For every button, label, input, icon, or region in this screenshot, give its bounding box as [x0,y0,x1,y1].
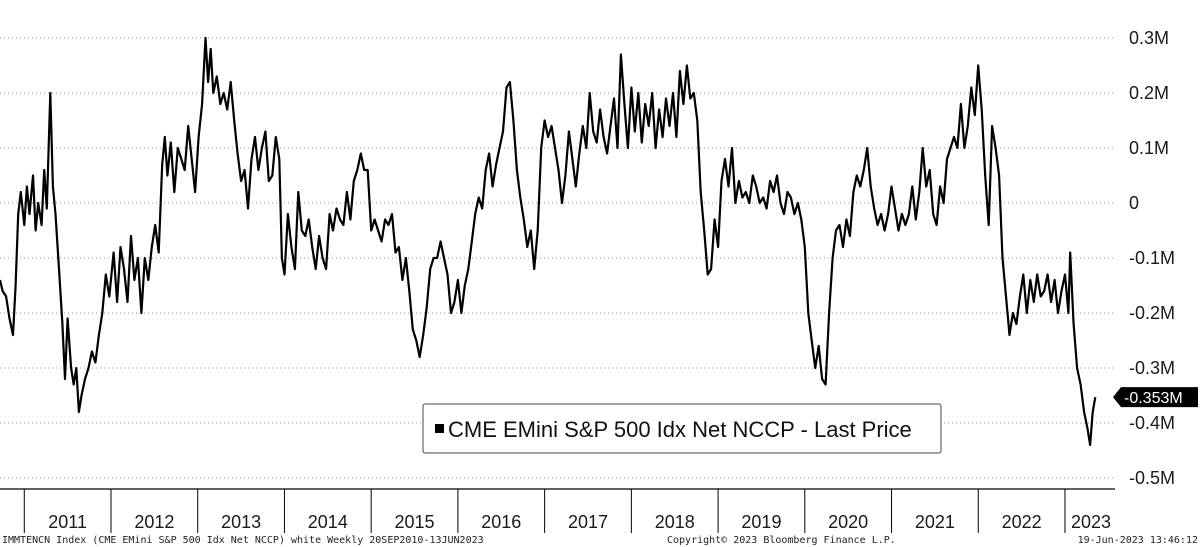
footer-right: 19-Jun-2023 13:46:12 [1078,535,1198,546]
y-tick-label: -0.3M [1129,358,1175,378]
legend: CME EMini S&P 500 Idx Net NCCP - Last Pr… [422,403,942,454]
x-tick-label: 2011 [48,512,87,532]
last-value-label: -0.353M [1124,390,1183,407]
x-tick-label: 2017 [568,512,608,532]
x-tick-label: 2023 [1071,512,1111,532]
x-tick-label: 2016 [481,512,521,532]
y-ticks: 0.3M 0.2M 0.1M 0 -0.1M -0.2M -0.3M -0.4M -0.5M [1129,28,1175,488]
x-tick-label: 2021 [915,512,955,532]
y-tick-label: -0.1M [1129,248,1175,268]
x-tick-label: 2020 [828,512,868,532]
y-tick-label: -0.4M [1129,413,1175,433]
y-tick-label: -0.2M [1129,303,1175,323]
last-value-badge [1113,387,1198,408]
y-tick-label: 0.1M [1129,138,1169,158]
year-boundaries [23,489,1066,533]
legend-box [422,403,942,454]
x-tick-label: 2018 [655,512,695,532]
x-tick-label: 2015 [395,512,435,532]
y-tick-label: -0.5M [1129,468,1175,488]
footer-left: IMMTENCN Index (CME EMini S&P 500 Idx Ne… [2,535,484,546]
y-tick-label: 0.3M [1129,28,1169,48]
footer-center: Copyright© 2023 Bloomberg Finance L.P. [667,535,896,546]
x-tick-label: 2012 [134,512,174,532]
legend-label: CME EMini S&P 500 Idx Net NCCP - Last Pr… [448,417,912,442]
last-value-marker: -0.353M [1113,387,1198,408]
series-line [0,36,1097,447]
y-tick-label: 0.2M [1129,83,1169,103]
x-ticks: 2011 2012 2013 2014 2015 2016 2017 2018 2019 2020… [48,512,1111,532]
legend-swatch [435,424,444,433]
y-tick-label: 0 [1129,193,1139,213]
x-tick-label: 2014 [308,512,348,532]
x-tick-label: 2022 [1002,512,1042,532]
x-tick-label: 2019 [741,512,781,532]
x-tick-label: 2013 [221,512,261,532]
